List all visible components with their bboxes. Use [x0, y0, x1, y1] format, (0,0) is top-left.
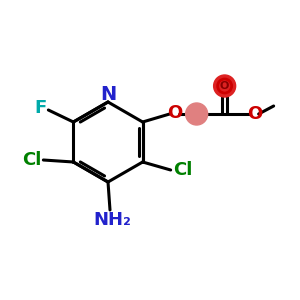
Text: F: F	[34, 99, 46, 117]
Text: Cl: Cl	[173, 161, 192, 179]
Text: O: O	[247, 105, 262, 123]
Text: NH₂: NH₂	[93, 211, 131, 229]
Circle shape	[214, 75, 236, 97]
Text: O: O	[167, 104, 182, 122]
Text: Cl: Cl	[22, 151, 41, 169]
Text: O: O	[220, 81, 229, 91]
Text: N: N	[100, 85, 116, 104]
Circle shape	[186, 103, 208, 125]
